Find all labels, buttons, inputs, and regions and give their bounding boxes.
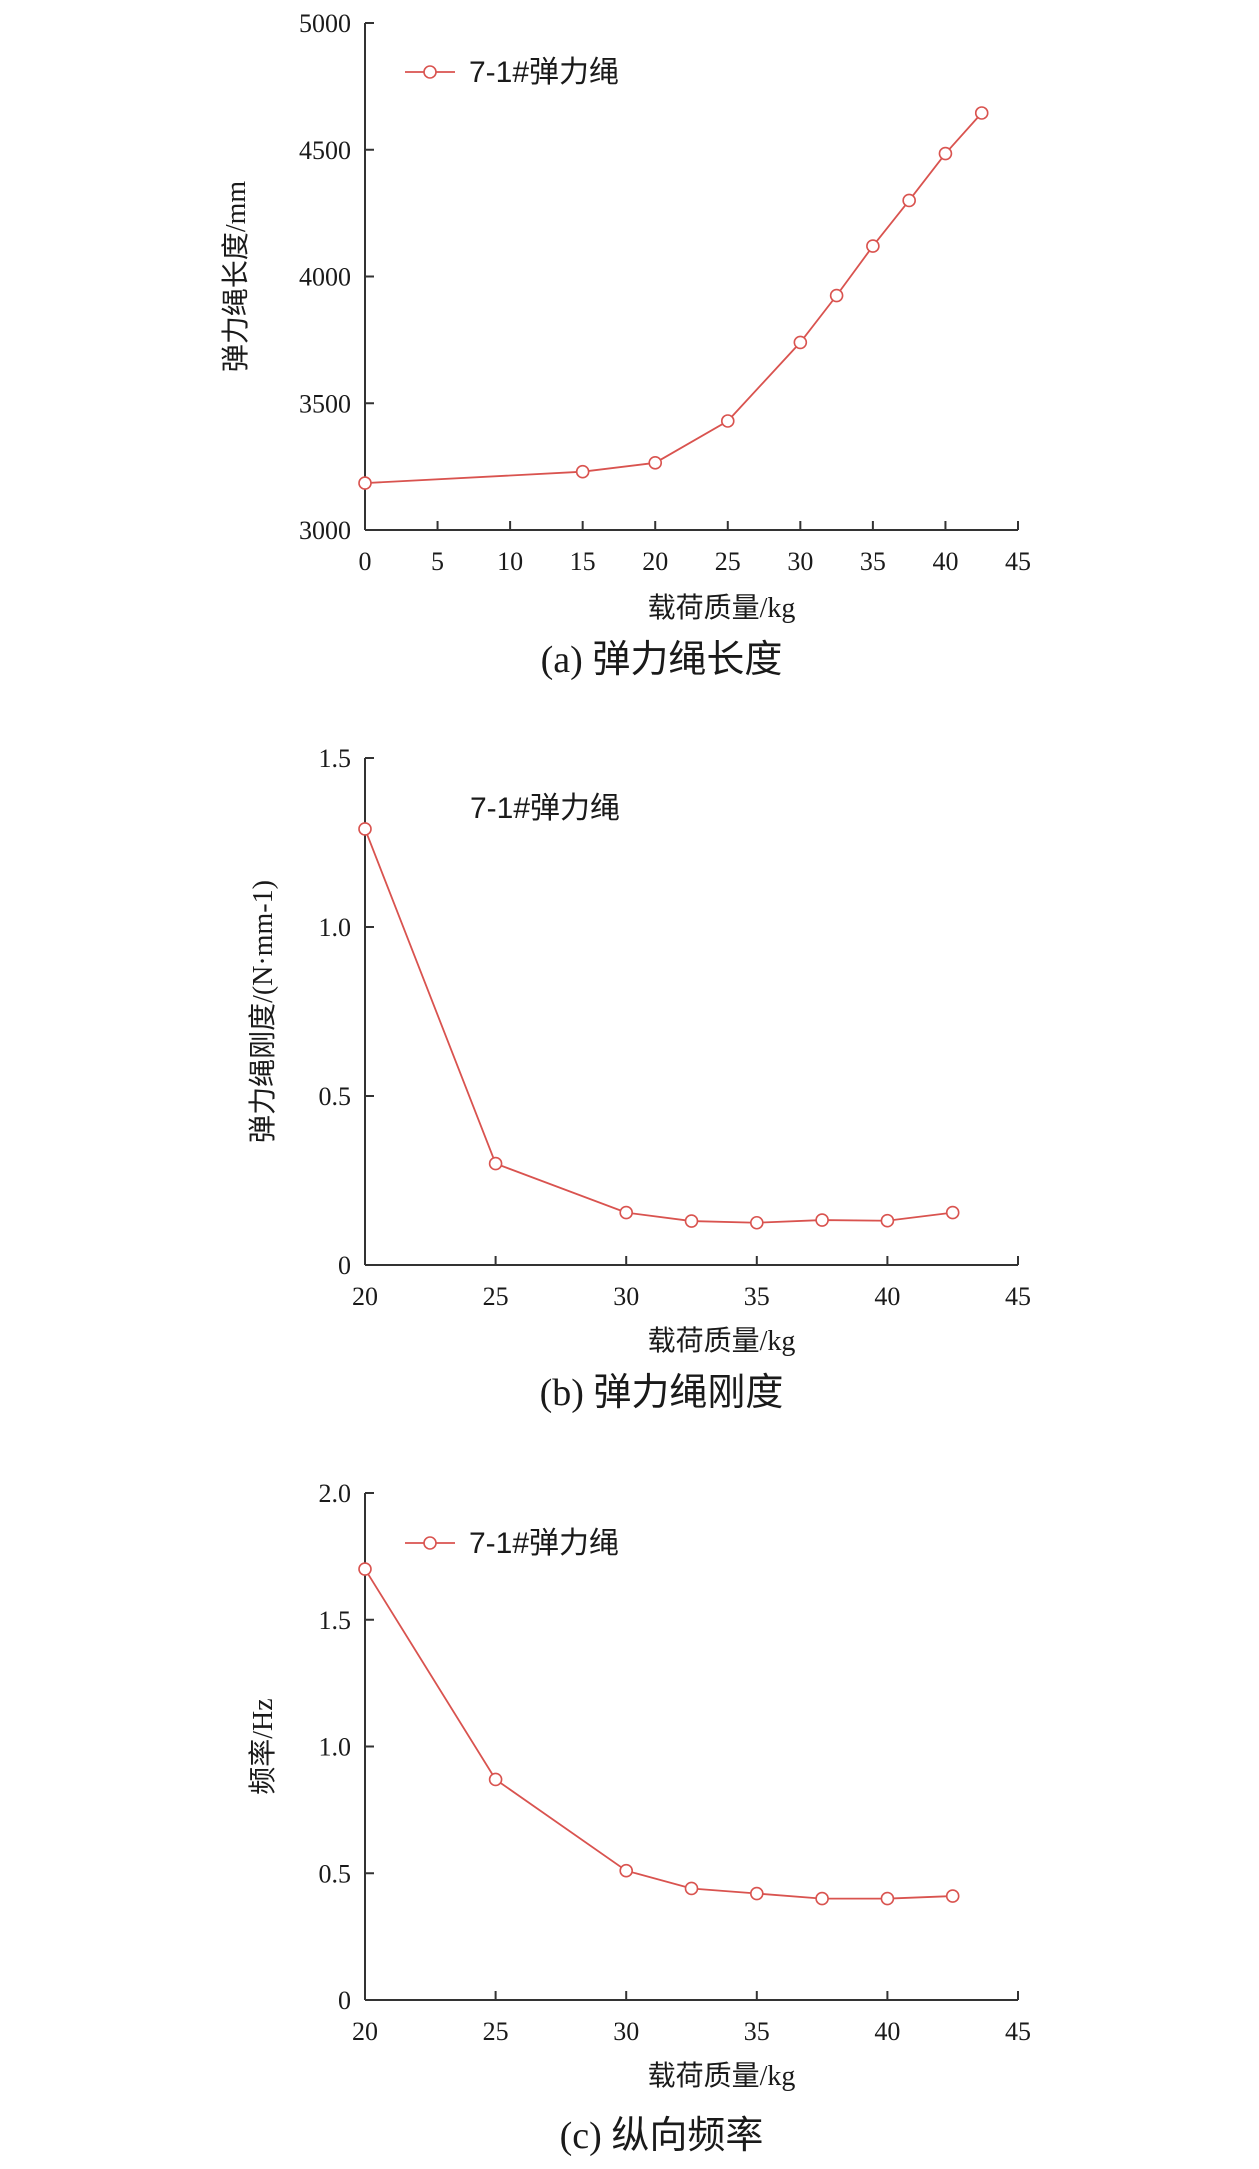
data-point	[684, 1214, 699, 1228]
x-tick-label: 30	[613, 2017, 639, 2046]
data-point	[866, 239, 880, 253]
x-tick-label: 30	[787, 547, 813, 576]
data-point	[880, 1891, 895, 1906]
x-tick-label: 20	[352, 1282, 378, 1311]
y-tick-label: 0	[338, 1251, 351, 1280]
data-point	[945, 1205, 960, 1220]
legend-marker	[423, 1536, 437, 1550]
x-tick-label: 10	[497, 547, 523, 576]
y-axis-label: 弹力绳刚度/(N·mm-1)	[247, 880, 279, 1143]
y-axis-label: 频率/Hz	[247, 1698, 279, 1794]
y-tick-label: 3500	[299, 389, 351, 418]
x-tick-label: 25	[483, 2017, 509, 2046]
x-tick-label: 5	[431, 547, 444, 576]
y-tick-label: 0.5	[319, 1082, 352, 1111]
data-point	[749, 1886, 764, 1901]
panel-caption: (b) 弹力绳刚度	[540, 1372, 784, 1414]
x-tick-label: 40	[874, 1282, 900, 1311]
legend-label: 7-1#弹力绳	[470, 792, 620, 825]
x-tick-label: 15	[570, 547, 596, 576]
data-point	[793, 335, 808, 350]
y-tick-label: 1.0	[319, 913, 352, 942]
chart-panel-0: 0 5 10 15 20 25 30 35 40 45 3000 3500 4000 4500 5000 载荷…	[220, 9, 1031, 681]
data-point	[358, 822, 372, 836]
data-point	[749, 1215, 764, 1230]
legend-label: 7-1#弹力绳	[469, 56, 619, 89]
data-point	[488, 1772, 503, 1787]
x-axis-label: 载荷质量/kg	[648, 2060, 796, 2092]
x-tick-label: 45	[1005, 1282, 1031, 1311]
data-point	[880, 1213, 895, 1228]
data-point	[619, 1863, 634, 1878]
x-axis-label: 载荷质量/kg	[648, 1325, 796, 1357]
x-tick-label: 30	[613, 1282, 639, 1311]
x-tick-label: 45	[1005, 547, 1031, 576]
data-point	[358, 1562, 372, 1576]
data-point	[938, 146, 953, 161]
y-tick-label: 3000	[299, 516, 351, 545]
y-tick-label: 0.5	[319, 1859, 352, 1888]
chart-panel-1: 20 25 30 35 40 45 0 0.5 1.0 1.5 载荷质量/kg 弹力绳刚度/(N·mm…	[247, 744, 1031, 1414]
data-point	[902, 193, 916, 208]
y-axis-label: 弹力绳长度/mm	[220, 181, 252, 373]
legend-marker	[423, 65, 437, 79]
data-point	[945, 1889, 960, 1903]
data-point	[358, 476, 372, 490]
panel-caption: (a) 弹力绳长度	[541, 639, 783, 681]
y-tick-label: 2.0	[319, 1479, 352, 1508]
data-point	[829, 288, 844, 303]
data-point	[575, 464, 590, 479]
x-tick-label: 25	[715, 547, 741, 576]
y-tick-label: 0	[338, 1986, 351, 2015]
x-tick-label: 20	[642, 547, 668, 576]
data-point	[974, 106, 989, 120]
panel-caption: (c) 纵向频率	[560, 2115, 764, 2157]
x-tick-label: 20	[352, 2017, 378, 2046]
y-tick-label: 1.5	[319, 1606, 352, 1635]
x-tick-label: 40	[932, 547, 958, 576]
data-point	[815, 1213, 829, 1227]
series-line	[364, 828, 953, 1224]
data-point	[684, 1881, 699, 1896]
x-tick-label: 25	[483, 1282, 509, 1311]
x-tick-label: 35	[744, 2017, 770, 2046]
y-tick-label: 4500	[299, 136, 351, 165]
data-point	[648, 456, 663, 470]
series-line	[364, 1568, 953, 1900]
y-tick-label: 4000	[299, 263, 351, 292]
x-tick-label: 0	[359, 547, 372, 576]
y-tick-label: 1.0	[319, 1733, 352, 1762]
series-line	[364, 112, 983, 485]
legend-label: 7-1#弹力绳	[469, 1527, 619, 1560]
x-tick-label: 40	[874, 2017, 900, 2046]
x-tick-label: 35	[744, 1282, 770, 1311]
x-tick-label: 35	[860, 547, 886, 576]
data-point	[619, 1205, 634, 1220]
x-tick-label: 45	[1005, 2017, 1031, 2046]
y-tick-label: 5000	[299, 9, 351, 38]
x-axis-label: 载荷质量/kg	[648, 592, 796, 624]
data-point	[720, 414, 735, 428]
chart-panel-2: 20 25 30 35 40 45 0 0.5 1.0 1.5 2.0 载荷质量/kg 频率/Hz 7-1…	[247, 1479, 1031, 2157]
y-tick-label: 1.5	[319, 744, 352, 773]
data-point	[488, 1156, 503, 1171]
data-point	[815, 1891, 829, 1906]
